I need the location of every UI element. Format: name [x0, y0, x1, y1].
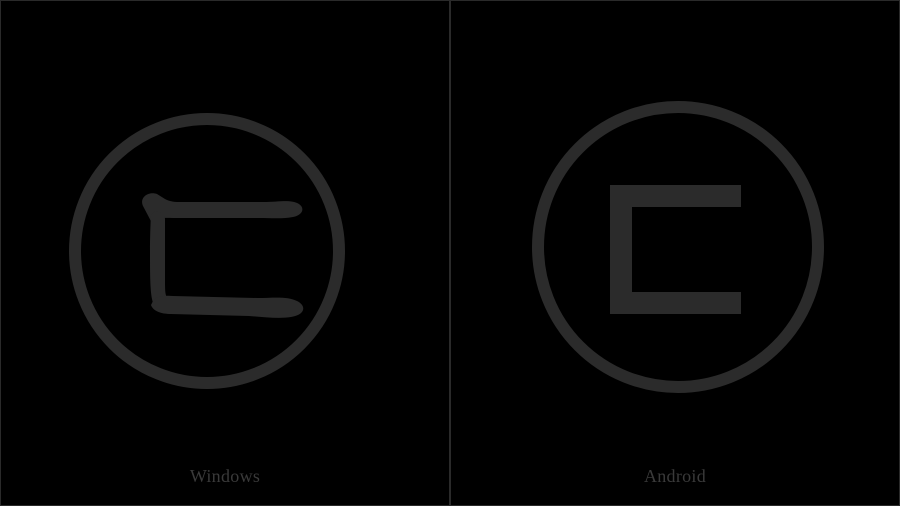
- glyph-windows: [1, 1, 449, 505]
- glyph-windows-svg: [1, 1, 449, 505]
- panel-android: Android: [450, 0, 900, 506]
- circle-outline: [75, 119, 339, 383]
- comparison-container: Windows Android: [0, 0, 900, 506]
- brush-bottom-stroke: [151, 296, 303, 318]
- glyph-android: [451, 1, 899, 505]
- panel-windows: Windows: [0, 0, 450, 506]
- caption-windows: Windows: [1, 466, 449, 487]
- glyph-android-svg: [451, 1, 899, 505]
- brush-top-stroke: [142, 193, 302, 225]
- caption-android: Android: [451, 466, 899, 487]
- circle-outline: [538, 107, 818, 387]
- square-c-stroke: [621, 196, 741, 303]
